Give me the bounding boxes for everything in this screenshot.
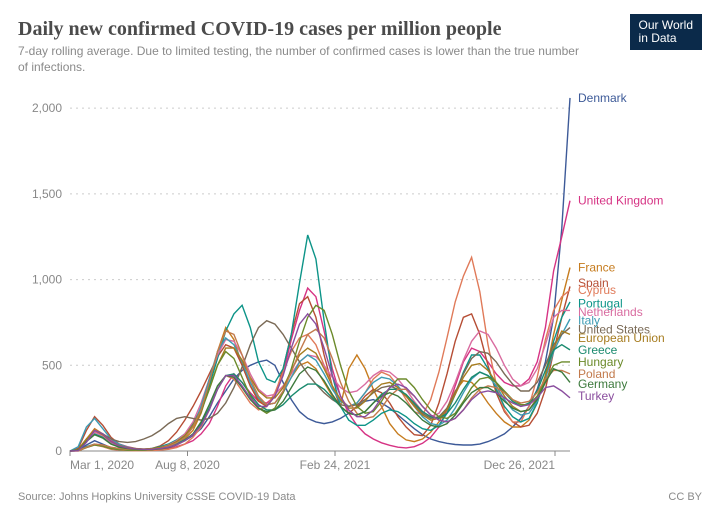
svg-text:1,500: 1,500 <box>32 187 62 201</box>
series-label-cyprus: Cyprus <box>578 283 616 297</box>
series-line-united-kingdom <box>70 201 570 451</box>
series-line-portugal <box>70 235 570 451</box>
svg-text:Mar 1, 2020: Mar 1, 2020 <box>70 458 134 472</box>
svg-text:Aug 8, 2020: Aug 8, 2020 <box>155 458 220 472</box>
svg-text:2,000: 2,000 <box>32 102 62 116</box>
series-label-turkey: Turkey <box>578 390 614 404</box>
svg-text:0: 0 <box>55 444 62 458</box>
chart-container: { "logo_line1": "Our World", "logo_line2… <box>0 0 720 508</box>
chart-svg: 0 500 1,000 1,500 2,000 Mar 1, 2020 Aug 8, 202… <box>18 83 702 483</box>
chart-title: Daily new confirmed COVID-19 cases per m… <box>18 18 702 41</box>
series-label-france: France <box>578 261 616 275</box>
logo-line1: Our World <box>639 19 693 32</box>
source-text: Source: Johns Hopkins University CSSE CO… <box>18 491 296 503</box>
svg-text:Dec 26, 2021: Dec 26, 2021 <box>484 458 556 472</box>
svg-text:1,000: 1,000 <box>32 273 62 287</box>
chart-subtitle: 7-day rolling average. Due to limited te… <box>18 43 582 75</box>
chart-footer: Source: Johns Hopkins University CSSE CO… <box>18 491 702 503</box>
svg-text:500: 500 <box>42 359 62 373</box>
license-text: CC BY <box>668 491 702 503</box>
svg-text:Feb 24, 2021: Feb 24, 2021 <box>300 458 371 472</box>
owid-logo: Our World in Data <box>630 14 702 50</box>
chart-plot-area: 0 500 1,000 1,500 2,000 Mar 1, 2020 Aug 8, 202… <box>18 83 702 483</box>
series-label-denmark: Denmark <box>578 91 628 105</box>
series-label-united-kingdom: United Kingdom <box>578 194 663 208</box>
logo-line2: in Data <box>639 32 693 45</box>
series-line-denmark <box>70 98 570 451</box>
